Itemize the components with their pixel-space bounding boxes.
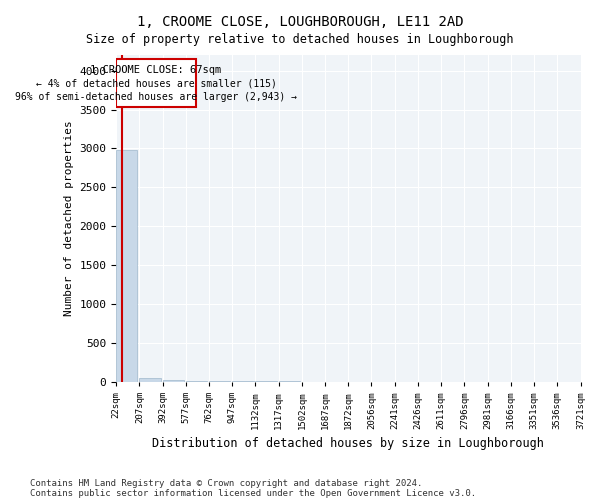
Text: Contains HM Land Registry data © Crown copyright and database right 2024.: Contains HM Land Registry data © Crown c…	[30, 478, 422, 488]
Text: 1 CROOME CLOSE: 67sqm: 1 CROOME CLOSE: 67sqm	[91, 64, 221, 74]
Bar	[163, 380, 184, 382]
Text: Size of property relative to detached houses in Loughborough: Size of property relative to detached ho…	[86, 32, 514, 46]
Text: 1, CROOME CLOSE, LOUGHBOROUGH, LE11 2AD: 1, CROOME CLOSE, LOUGHBOROUGH, LE11 2AD	[137, 15, 463, 29]
Bar	[186, 381, 207, 382]
Bar	[139, 378, 161, 382]
X-axis label: Distribution of detached houses by size in Loughborough: Distribution of detached houses by size …	[152, 437, 544, 450]
Text: ← 4% of detached houses are smaller (115): ← 4% of detached houses are smaller (115…	[35, 78, 277, 88]
Y-axis label: Number of detached properties: Number of detached properties	[64, 120, 74, 316]
Text: Contains public sector information licensed under the Open Government Licence v3: Contains public sector information licen…	[30, 488, 476, 498]
Bar	[232, 381, 254, 382]
Bar	[116, 150, 137, 382]
Bar	[209, 381, 230, 382]
FancyBboxPatch shape	[116, 59, 196, 107]
Text: 96% of semi-detached houses are larger (2,943) →: 96% of semi-detached houses are larger (…	[15, 92, 297, 102]
